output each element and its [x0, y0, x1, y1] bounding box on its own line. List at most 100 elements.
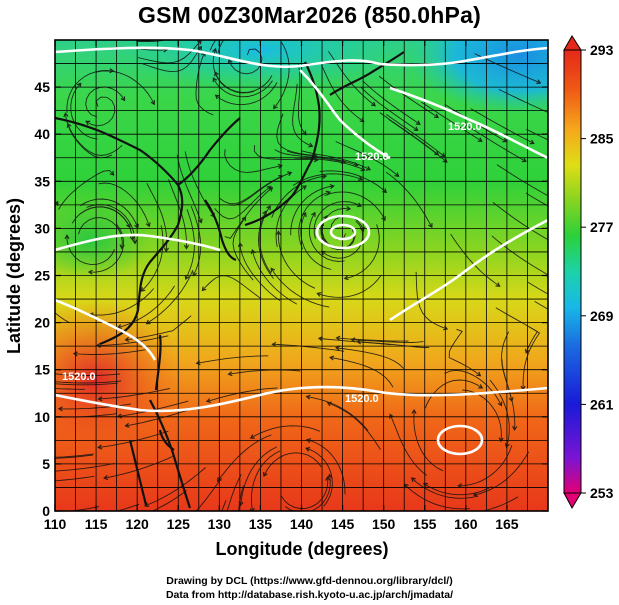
streamline: [462, 389, 502, 442]
streamline: [214, 186, 272, 220]
streamline: [98, 430, 169, 448]
streamline-arrowhead: [23, 480, 27, 484]
streamline: [335, 141, 399, 177]
streamline-arrowhead: [313, 157, 319, 163]
streamline: [141, 46, 202, 73]
streamline: [168, 179, 187, 249]
streamline-arrowhead: [201, 286, 207, 292]
streamline-arrowhead: [87, 269, 93, 275]
streamline: [389, 414, 427, 476]
streamline: [415, 271, 448, 330]
streamline-arrowhead: [184, 274, 190, 281]
streamline-arrowhead: [413, 126, 419, 132]
streamline-arrowhead: [312, 152, 318, 159]
streamline: [298, 191, 330, 250]
streamline: [55, 475, 95, 482]
streamline: [217, 434, 272, 482]
streamline: [79, 198, 139, 228]
streamline-arrowhead: [95, 342, 101, 349]
streamline-arrowhead: [524, 348, 530, 354]
streamline-arrowhead: [238, 501, 244, 507]
x-tick-label: 115: [85, 516, 108, 532]
streamline-arrowhead: [433, 113, 439, 119]
streamline: [55, 382, 118, 386]
streamline-arrowhead: [311, 211, 316, 217]
streamline-arrowhead: [21, 457, 24, 461]
streamline: [297, 64, 307, 135]
streamline-arrowhead: [443, 325, 449, 331]
streamline: [324, 191, 386, 221]
streamline-arrowhead: [308, 142, 314, 148]
streamline-arrowhead: [301, 185, 307, 190]
streamline: [306, 447, 333, 507]
colorbar-top-arrow: [563, 35, 582, 51]
streamline-arrowhead: [116, 324, 122, 329]
streamline-arrowhead: [271, 30, 275, 34]
streamline: [226, 474, 242, 511]
streamline: [320, 221, 356, 251]
streamline: [495, 307, 539, 353]
streamline-arrowhead: [132, 239, 138, 245]
contour-label-1: 1520.0: [355, 151, 389, 163]
streamline: [95, 70, 155, 105]
streamline: [464, 123, 527, 162]
streamline-arrowhead: [249, 507, 255, 511]
streamline-arrowhead: [124, 422, 130, 428]
streamline: [85, 96, 116, 127]
streamline: [292, 83, 313, 147]
streamline-arrowhead: [371, 101, 377, 107]
streamline: [228, 369, 301, 375]
streamline-arrowhead: [504, 443, 510, 449]
colorbar-label: 285: [590, 131, 614, 147]
streamline: [195, 477, 222, 511]
streamline: [411, 477, 479, 499]
streamline-arrowhead: [403, 483, 409, 489]
streamline: [327, 402, 381, 450]
streamline-arrowhead: [124, 336, 130, 343]
streamline-arrowhead: [150, 100, 155, 106]
streamline-arrowhead: [195, 360, 201, 366]
streamline: [274, 149, 346, 163]
streamline: [450, 233, 500, 287]
streamline: [351, 339, 424, 343]
x-tick-label: 160: [454, 516, 478, 532]
streamline: [362, 80, 421, 125]
streamline: [71, 206, 131, 228]
x-tick-label: 110: [44, 516, 67, 532]
streamline-arrowhead: [287, 171, 293, 177]
streamline: [300, 212, 332, 270]
y-tick-label: 45: [34, 79, 50, 95]
streamline-arrowhead: [360, 166, 366, 172]
colorbar-label: 269: [590, 308, 614, 324]
streamline-arrowhead: [502, 137, 508, 143]
streamline: [224, 187, 273, 239]
streamline-arrowhead: [321, 173, 328, 179]
streamline-arrowhead: [476, 371, 482, 377]
streamline-arrowhead: [129, 235, 135, 242]
x-tick-label: 150: [372, 516, 396, 532]
colorbar: 293 285 277 269 261 253: [563, 35, 614, 510]
y-tick-label: 20: [34, 315, 50, 331]
streamline: [458, 445, 513, 487]
x-tick-label: 125: [167, 516, 191, 532]
streamline: [217, 40, 225, 54]
streamline-arrowhead: [13, 382, 17, 386]
streamline: [151, 490, 187, 511]
streamline-arrowhead: [365, 165, 372, 171]
streamline: [55, 373, 121, 376]
streamline: [300, 150, 371, 171]
streamline: [284, 474, 331, 511]
streamline-arrowhead: [549, 239, 553, 243]
streamline: [330, 357, 394, 388]
streamline: [336, 347, 404, 369]
streamline-arrowhead: [97, 444, 103, 450]
streamline: [272, 343, 345, 352]
streamline: [88, 223, 124, 273]
streamline-arrowhead: [359, 117, 365, 123]
streamline-arrowhead: [278, 175, 284, 180]
streamline: [498, 88, 548, 113]
streamline-arrowhead: [212, 47, 218, 53]
streamline: [320, 64, 364, 122]
streamline-arrowhead: [97, 396, 103, 402]
streamline: [58, 170, 114, 210]
